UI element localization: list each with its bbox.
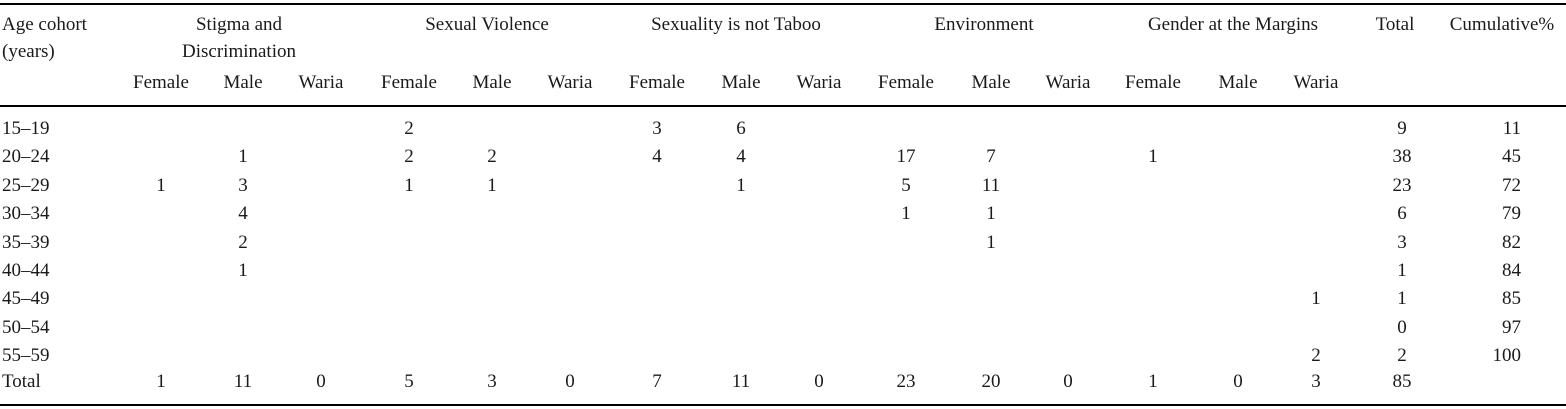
row-total-0: 9 [1397,118,1407,139]
subheader-9: Female [878,72,934,93]
row-total-2: 23 [1392,174,1412,196]
total-cell-6: 7 [652,371,662,392]
row-cumulative-4: 82 [1502,231,1521,253]
row-total-1: 38 [1392,146,1412,168]
cell-3-10: 1 [986,203,996,225]
row-cumulative-6: 85 [1502,288,1521,310]
cell-1-1: 1 [238,146,248,168]
subheader-0: Female [133,72,189,93]
subheader-1: Male [223,72,263,93]
subheader-5: Waria [547,72,593,93]
row-total-5: 1 [1397,260,1407,281]
row-label-8: 55–59 [2,345,50,367]
cell-5-1: 1 [238,260,248,281]
cell-0-6: 3 [652,118,662,139]
total-cell-13: 0 [1233,371,1243,392]
subheader-14: Waria [1293,72,1339,93]
cell-2-4: 1 [487,174,497,196]
stub-header-line-1: Age cohort [2,14,87,35]
row-cumulative-5: 84 [1502,260,1521,281]
cell-2-7: 1 [736,174,746,196]
row-total-4: 3 [1397,231,1407,253]
total-cell-3: 5 [404,371,414,392]
subheader-7: Male [721,72,761,93]
top-rule [0,3,1566,5]
row-label-6: 45–49 [2,288,50,310]
subheader-6: Female [629,72,685,93]
total-cell-14: 3 [1311,371,1321,392]
total-cell-1: 11 [233,371,253,392]
row-cumulative-8: 100 [1492,345,1522,367]
row-label-2: 25–29 [2,174,50,196]
subheader-12: Female [1125,72,1181,93]
cell-3-1: 4 [238,203,248,225]
cell-2-10: 11 [981,174,1001,196]
group-header-1-line-0: Sexual Violence [425,14,549,35]
total-cell-12: 1 [1148,371,1158,392]
bottom-rule [0,404,1566,406]
subheader-2: Waria [298,72,344,93]
row-cumulative-3: 79 [1502,203,1521,225]
row-total-7: 0 [1397,316,1407,338]
row-label-7: 50–54 [2,316,50,338]
subheader-13: Male [1218,72,1258,93]
group-header-0-line-1: Discrimination [182,41,296,62]
cell-2-3: 1 [404,174,414,196]
cell-2-9: 5 [901,174,911,196]
cumulative-header: Cumulative% [1449,14,1555,35]
group-header-3-line-0: Environment [934,14,1034,35]
cell-8-14: 2 [1311,345,1321,367]
subheader-8: Waria [796,72,842,93]
group-header-2-line-0: Sexuality is not Taboo [651,14,821,35]
total-cell-10: 20 [981,371,1001,392]
subheader-10: Male [971,72,1011,93]
total-row-label: Total [2,371,41,392]
subheader-11: Waria [1045,72,1091,93]
cell-1-12: 1 [1148,146,1158,168]
cell-6-14: 1 [1311,288,1321,310]
cell-0-7: 6 [736,118,746,139]
total-cell-8: 0 [814,371,824,392]
row-label-5: 40–44 [2,260,50,281]
cell-1-4: 2 [487,146,497,168]
cell-4-10: 1 [986,231,996,253]
total-cell-11: 0 [1063,371,1073,392]
total-cell-2: 0 [316,371,326,392]
cell-1-6: 4 [652,146,662,168]
group-header-0-line-0: Stigma and [195,14,283,35]
total-row-total: 85 [1392,371,1412,392]
row-total-8: 2 [1397,345,1407,367]
row-cumulative-7: 97 [1502,316,1521,338]
cell-2-1: 3 [238,174,248,196]
total-header: Total [1375,14,1415,35]
row-total-6: 1 [1397,288,1407,310]
total-cell-4: 3 [487,371,497,392]
cell-1-9: 17 [896,146,916,168]
row-label-1: 20–24 [2,146,50,168]
row-label-3: 30–34 [2,203,50,225]
row-total-3: 6 [1397,203,1407,225]
row-label-4: 35–39 [2,231,50,253]
total-cell-0: 1 [156,371,166,392]
cell-1-7: 4 [736,146,746,168]
total-cell-9: 23 [896,371,916,392]
cell-0-3: 2 [404,118,414,139]
subheader-4: Male [472,72,512,93]
row-label-0: 15–19 [2,118,50,139]
row-cumulative-0: 11 [1502,118,1521,139]
total-cell-5: 0 [565,371,575,392]
total-cell-7: 11 [731,371,751,392]
row-cumulative-2: 72 [1502,174,1521,196]
cell-1-10: 7 [986,146,996,168]
cell-2-0: 1 [156,174,166,196]
stub-header-line-2: (years) [2,41,55,62]
cell-3-9: 1 [901,203,911,225]
header-rule [0,105,1566,107]
row-cumulative-1: 45 [1502,146,1521,168]
cell-1-3: 2 [404,146,414,168]
subheader-3: Female [381,72,437,93]
group-header-4-line-0: Gender at the Margins [1147,14,1319,35]
cell-4-1: 2 [238,231,248,253]
